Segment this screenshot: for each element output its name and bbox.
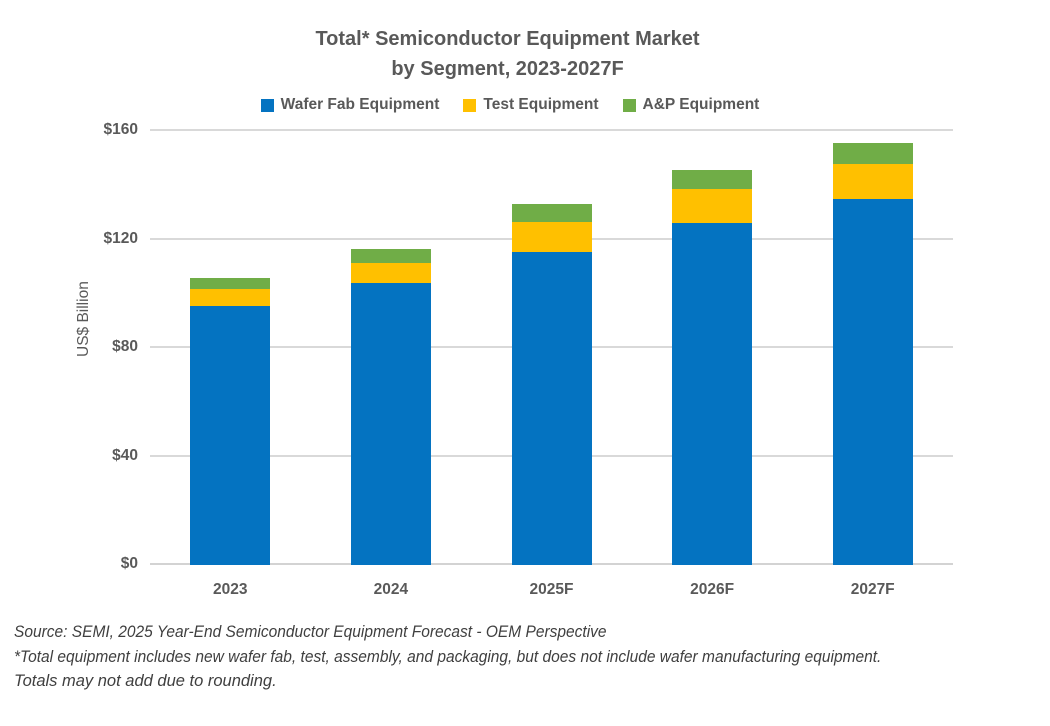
x-tick-label-2024: 2024 — [373, 581, 409, 598]
footnotes: Source: SEMI, 2025 Year-End Semiconducto… — [14, 620, 1044, 694]
chart-title-line2: by Segment, 2023-2027F — [391, 58, 624, 80]
y-tick-label-120: $120 — [103, 229, 138, 247]
bar-segment-2027F-test-equipment — [832, 163, 913, 199]
legend-item-3: A&P Equipment — [622, 96, 760, 114]
x-tick-label-2026F: 2026F — [690, 581, 735, 598]
legend-label: Test Equipment — [483, 96, 599, 113]
legend-item-2: Test Equipment — [463, 96, 599, 114]
bar-segment-2025F-test-equipment — [511, 221, 592, 252]
chart-title-line1: Total* Semiconductor Equipment Market — [315, 28, 700, 50]
legend-label: Wafer Fab Equipment — [280, 96, 440, 113]
bar-2026F — [672, 170, 753, 565]
bar-segment-2024-wafer-fab-equipment — [350, 282, 431, 565]
bar-segment-2024-a-p-equipment — [350, 249, 431, 263]
bar-segment-2027F-wafer-fab-equipment — [832, 198, 913, 565]
source-note: Source: SEMI, 2025 Year-End Semiconducto… — [14, 623, 607, 641]
bar-segment-2023-test-equipment — [190, 289, 271, 306]
legend-swatch-icon — [622, 98, 636, 112]
gridline-160 — [150, 129, 953, 131]
bar-segment-2026F-test-equipment — [672, 189, 753, 224]
legend-swatch-icon — [463, 98, 477, 112]
legend: Wafer Fab Equipment Test Equipment A&P Equ… — [0, 96, 1020, 114]
bar-2027F — [832, 143, 913, 565]
bar-2023 — [190, 277, 271, 565]
y-tick-label-40: $40 — [112, 446, 138, 464]
bar-2025F — [511, 204, 592, 565]
bar-segment-2024-test-equipment — [350, 262, 431, 283]
bar-segment-2023-a-p-equipment — [190, 277, 271, 290]
bar-segment-2027F-a-p-equipment — [832, 143, 913, 164]
legend-label: A&P Equipment — [642, 96, 760, 113]
x-tick-label-2023: 2023 — [213, 581, 248, 598]
x-tick-label-2025F: 2025F — [529, 581, 574, 598]
y-tick-label-0: $0 — [120, 555, 138, 572]
bar-segment-2023-wafer-fab-equipment — [190, 305, 271, 565]
legend-item-1: Wafer Fab Equipment — [260, 96, 440, 114]
y-tick-label-80: $80 — [112, 338, 138, 355]
bar-segment-2025F-a-p-equipment — [511, 204, 592, 222]
chart-title: Total* Semiconductor Equipment Market by… — [0, 24, 1015, 84]
footnote-rounding: Totals may not add due to rounding. — [14, 672, 277, 690]
x-tick-label-2027F: 2027F — [850, 581, 895, 598]
bar-segment-2026F-a-p-equipment — [672, 170, 753, 190]
legend-swatch-icon — [260, 98, 274, 112]
footnote-total-definition: *Total equipment includes new wafer fab,… — [14, 647, 882, 666]
y-tick-label-160: $160 — [103, 121, 138, 138]
bar-segment-2026F-wafer-fab-equipment — [672, 223, 753, 565]
plot-area — [150, 129, 953, 565]
bar-segment-2025F-wafer-fab-equipment — [511, 251, 592, 565]
bar-2024 — [350, 249, 431, 565]
